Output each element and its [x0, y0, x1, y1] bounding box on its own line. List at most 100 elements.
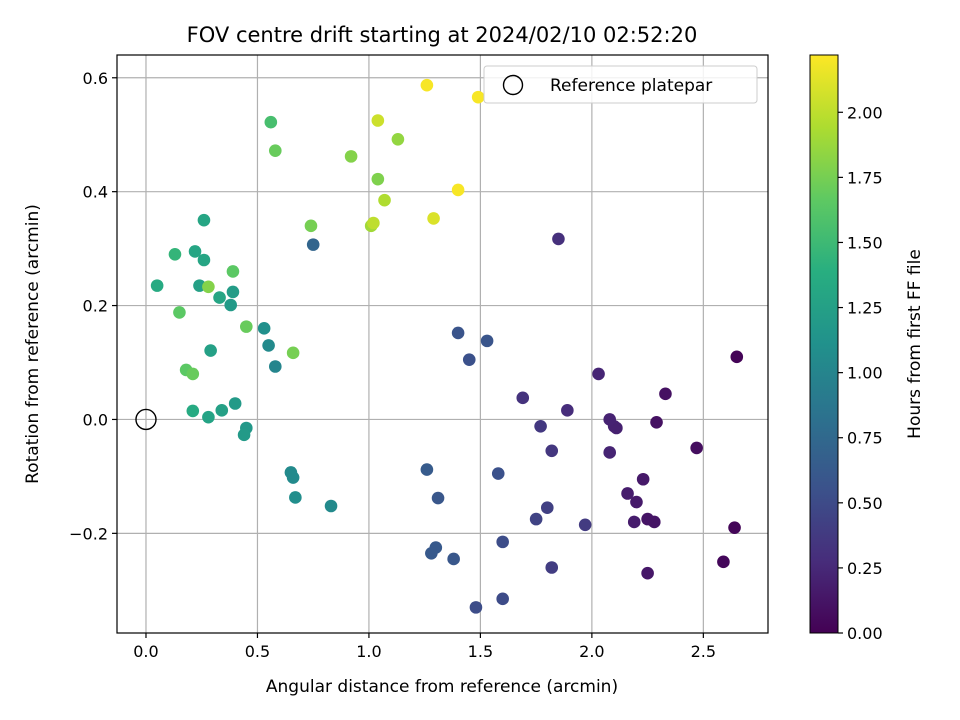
- scatter-point: [592, 367, 605, 381]
- x-tick-label: 1.0: [356, 642, 381, 661]
- chart-title: FOV centre drift starting at 2024/02/10 …: [187, 23, 698, 47]
- y-tick-label: −0.2: [69, 524, 108, 543]
- scatter-point: [641, 566, 654, 580]
- scatter-point: [284, 466, 298, 479]
- scatter-point: [188, 245, 202, 258]
- scatter-point: [168, 248, 182, 261]
- scatter-point: [226, 285, 240, 299]
- scatter-point: [627, 515, 641, 529]
- y-axis-label: Rotation from reference (arcmin): [23, 204, 43, 484]
- scatter-point: [420, 463, 434, 476]
- scatter-point: [545, 561, 559, 574]
- scatter-point: [690, 441, 703, 455]
- scatter-point: [730, 350, 744, 364]
- scatter-point: [451, 326, 465, 340]
- scatter-point: [268, 360, 282, 373]
- scatter-point: [431, 491, 445, 505]
- scatter-point: [420, 78, 434, 92]
- scatter-point: [545, 444, 559, 458]
- scatter-point: [650, 416, 663, 429]
- scatter-point: [391, 132, 405, 146]
- x-tick-label: 2.0: [579, 642, 604, 661]
- scatter-point: [202, 280, 215, 294]
- x-tick-label: 1.5: [468, 642, 493, 661]
- scatter-point: [496, 592, 509, 606]
- scatter-point: [378, 193, 391, 207]
- colorbar-tick-label: 2.00: [847, 103, 883, 122]
- scatter-point: [262, 339, 275, 352]
- y-tick-label: 0.6: [83, 69, 108, 88]
- scatter-point: [204, 344, 217, 357]
- y-axis-ticks: −0.2 0.0 0.2 0.4 0.6: [69, 69, 117, 543]
- scatter-point: [529, 512, 543, 526]
- scatter-point: [228, 397, 242, 410]
- scatter-point: [289, 491, 302, 504]
- scatter-point: [447, 552, 460, 566]
- colorbar-label: Hours from first FF file: [905, 249, 925, 439]
- scatter-point: [264, 115, 278, 129]
- scatter-point: [371, 114, 385, 127]
- scatter-point: [717, 555, 730, 569]
- scatter-point: [237, 428, 251, 442]
- scatter-point: [540, 501, 554, 515]
- scatter-point: [213, 291, 226, 304]
- scatter-point: [306, 238, 320, 251]
- scatter-point: [462, 353, 476, 366]
- colorbar-tick-label: 0.25: [847, 559, 883, 578]
- x-axis-ticks: 0.0 0.5 1.0 1.5 2.0 2.5: [133, 633, 716, 661]
- colorbar-tick-label: 0.50: [847, 494, 883, 513]
- scatter-point: [578, 518, 592, 532]
- colorbar-tick-label: 1.50: [847, 233, 883, 252]
- scatter-point: [496, 535, 509, 549]
- scatter-point: [367, 216, 380, 230]
- colorbar-tick-label: 0.00: [847, 624, 883, 643]
- grid: [117, 55, 768, 633]
- scatter-point: [603, 413, 617, 426]
- scatter-point: [480, 334, 494, 348]
- scatter-point: [516, 391, 530, 405]
- scatter-point: [240, 320, 253, 333]
- y-tick-label: 0.4: [83, 183, 108, 202]
- legend: Reference platepar: [483, 65, 758, 104]
- legend-label-reference: Reference platepar: [550, 76, 712, 96]
- scatter-point: [471, 90, 485, 104]
- plot-frame: [116, 54, 769, 634]
- scatter-point: [659, 387, 672, 401]
- legend-marker-reference: [502, 74, 524, 96]
- colorbar-tick-label: 1.25: [847, 299, 883, 318]
- colorbar-tick-label: 1.75: [847, 168, 883, 187]
- scatter-point: [469, 601, 483, 614]
- scatter-point: [197, 253, 211, 267]
- scatter-point: [304, 219, 318, 233]
- scatter-point: [641, 512, 654, 526]
- scatter-point: [636, 472, 650, 486]
- colorbar-ticks: 0.00 0.25 0.50 0.75 1.00 1.25 1.50 1.75 2.00: [838, 103, 883, 643]
- scatter-point: [427, 212, 440, 225]
- x-tick-label: 2.5: [691, 642, 716, 661]
- scatter-point: [324, 499, 338, 513]
- scatter-point: [425, 546, 438, 560]
- scatter-point: [215, 404, 229, 417]
- colorbar: [809, 54, 839, 634]
- scatter-point: [186, 404, 200, 418]
- legend-box: [483, 65, 758, 104]
- scatter-point: [371, 172, 385, 186]
- scatter-point: [491, 467, 505, 480]
- y-tick-label: 0.2: [83, 297, 108, 316]
- scatter-point: [186, 367, 200, 381]
- x-axis-label: Angular distance from reference (arcmin): [266, 677, 618, 697]
- scatter-point: [534, 419, 547, 433]
- scatter-point: [561, 404, 574, 417]
- x-tick-label: 0.0: [133, 642, 158, 661]
- scatter-point: [197, 213, 211, 227]
- scatter-point: [552, 232, 565, 246]
- colorbar-tick-label: 1.00: [847, 364, 883, 383]
- reference-platepar-marker: [135, 408, 157, 431]
- scatter-point: [451, 183, 465, 197]
- scatter-point: [621, 487, 634, 500]
- scatter-point: [603, 446, 617, 459]
- scatter-point: [286, 346, 300, 360]
- scatter-point: [728, 521, 741, 534]
- scatter-point: [150, 279, 164, 292]
